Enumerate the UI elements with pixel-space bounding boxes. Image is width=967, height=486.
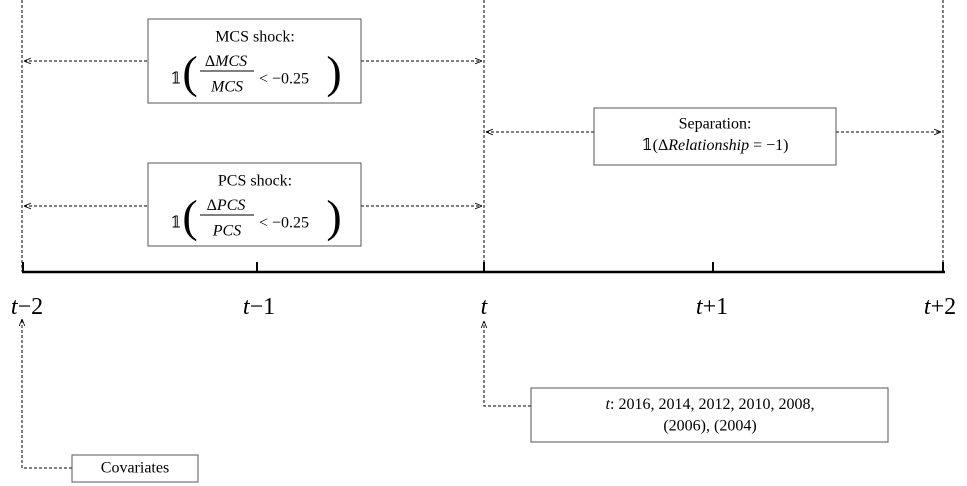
relation: < −0.25 bbox=[259, 215, 309, 232]
tick-label: t−2 bbox=[11, 294, 43, 320]
pcs-box bbox=[147, 162, 362, 247]
expression: 𝟙(ΔRelationship = −1) bbox=[641, 137, 788, 154]
box-title: MCS shock: bbox=[215, 29, 295, 46]
note-text: (2006), (2004) bbox=[663, 418, 756, 435]
tick-label: t−1 bbox=[243, 294, 275, 320]
relation: < −0.25 bbox=[259, 71, 309, 88]
tick-label: t+1 bbox=[696, 294, 728, 320]
paren: ( bbox=[182, 191, 197, 242]
note-box bbox=[530, 387, 889, 443]
separation-box bbox=[593, 107, 837, 166]
covariates-label: Covariates bbox=[101, 460, 169, 477]
denominator: PCS bbox=[212, 223, 241, 240]
tick-label: t+2 bbox=[924, 294, 956, 320]
numerator: ΔPCS bbox=[207, 197, 246, 214]
denominator: MCS bbox=[210, 79, 243, 96]
note-text: t: 2016, 2014, 2012, 2010, 2008, bbox=[606, 396, 815, 413]
indicator: 𝟙 bbox=[170, 71, 181, 88]
paren: ( bbox=[182, 47, 197, 98]
tick-label: t bbox=[481, 294, 489, 320]
indicator: 𝟙 bbox=[170, 215, 181, 232]
axis-ticks bbox=[22, 262, 944, 272]
numerator: ΔMCS bbox=[205, 53, 247, 70]
box-title: PCS shock: bbox=[218, 173, 292, 190]
box-title: Separation: bbox=[679, 116, 752, 133]
paren: ) bbox=[326, 47, 341, 98]
mcs-box bbox=[147, 18, 362, 104]
paren: ) bbox=[326, 191, 341, 242]
note-arrow bbox=[484, 321, 531, 407]
covariates-arrow bbox=[22, 319, 72, 469]
covariates-box bbox=[71, 454, 199, 483]
